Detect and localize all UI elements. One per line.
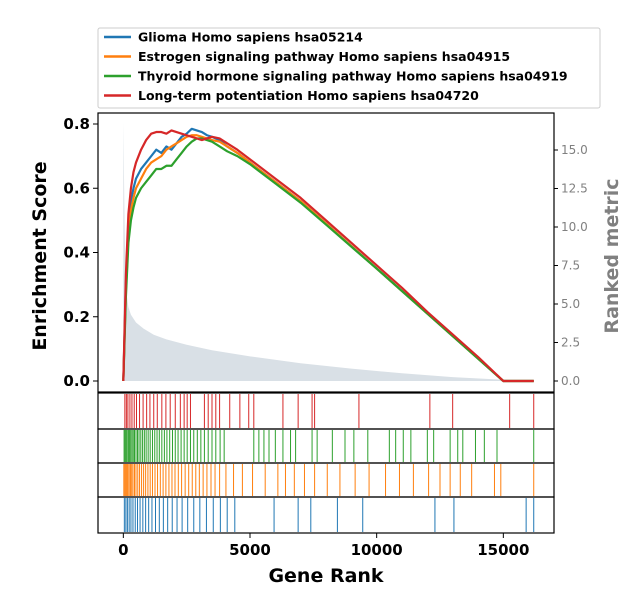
series-line-0 [122, 127, 534, 383]
hit-track-frame [97, 496, 555, 534]
y-right-tick-label: 12.5 [561, 182, 588, 196]
y-axis-label: Enrichment Score [29, 161, 51, 350]
y-right-tick-label: 10.0 [561, 220, 588, 234]
y-right-tick-label: 0.0 [561, 374, 580, 388]
y-tick-label: 0.6 [63, 179, 90, 197]
hit-track-frame [97, 462, 555, 498]
ranked-metric-area [123, 122, 534, 381]
y-axis-right-label: Ranked metric [601, 178, 623, 333]
y-tick-label: 0.0 [63, 372, 90, 390]
legend-entry-label: Thyroid hormone signaling pathway Homo s… [138, 69, 568, 84]
x-tick-label: 0 [118, 541, 128, 559]
series-line-1 [122, 134, 534, 383]
x-tick-label: 5000 [229, 541, 271, 559]
y-right-tick-label: 5.0 [561, 297, 580, 311]
hit-track-frame [97, 392, 555, 430]
y-tick-label: 0.4 [63, 244, 90, 262]
legend-entry-label: Estrogen signaling pathway Homo sapiens … [138, 49, 510, 64]
y-tick-label: 0.2 [63, 308, 90, 326]
y-tick-label: 0.8 [63, 115, 90, 133]
legend-box [97, 27, 601, 109]
y-right-tick-label: 7.5 [561, 259, 580, 273]
y-right-tick-label: 15.0 [561, 143, 588, 157]
x-tick-label: 15000 [477, 541, 529, 559]
y-right-tick-label: 2.5 [561, 336, 580, 350]
hit-track-frame [97, 428, 555, 464]
series-line-3 [122, 129, 534, 383]
x-axis-label: Gene Rank [268, 565, 383, 587]
x-tick-label: 10000 [351, 541, 403, 559]
legend-entry-label: Long-term potentiation Homo sapiens hsa0… [138, 88, 479, 103]
legend-entry-label: Glioma Homo sapiens hsa05214 [138, 30, 363, 45]
